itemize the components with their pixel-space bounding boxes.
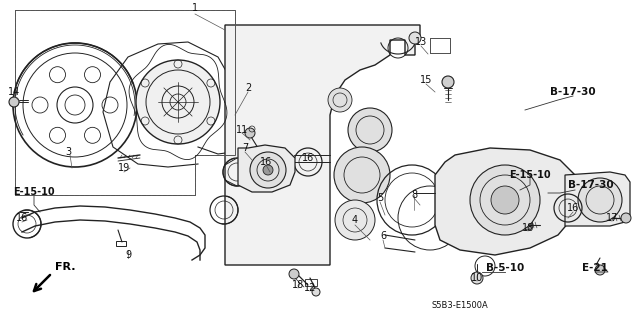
Text: 9: 9 [125,250,131,260]
Text: 15: 15 [420,75,432,85]
Text: B-17-30: B-17-30 [568,180,614,190]
Circle shape [595,265,605,275]
Text: S5B3-E1500A: S5B3-E1500A [431,300,488,309]
Circle shape [470,165,540,235]
Text: 12: 12 [304,283,316,293]
Text: 16: 16 [302,153,314,163]
Text: 2: 2 [245,83,251,93]
Text: 4: 4 [352,215,358,225]
Circle shape [9,97,19,107]
Text: 16: 16 [16,213,28,223]
Circle shape [335,200,375,240]
Text: 13: 13 [415,37,427,47]
Text: 19: 19 [118,163,130,173]
Circle shape [263,165,273,175]
Text: 8: 8 [411,190,417,200]
Text: 5: 5 [377,193,383,203]
Text: 3: 3 [65,147,71,157]
Circle shape [523,220,533,230]
Polygon shape [435,148,578,255]
Text: 7: 7 [242,143,248,153]
Circle shape [250,152,286,188]
Circle shape [312,288,320,296]
Bar [430,38,450,53]
Text: B-17-30: B-17-30 [550,87,596,97]
Text: 17: 17 [606,213,618,223]
Text: 1: 1 [192,3,198,13]
Text: 16: 16 [567,203,579,213]
Text: FR.: FR. [55,262,76,272]
Circle shape [328,88,352,112]
Circle shape [289,269,299,279]
Circle shape [621,213,631,223]
Text: 14: 14 [8,87,20,97]
Polygon shape [238,145,295,192]
Text: 18: 18 [522,223,534,233]
Text: 18: 18 [292,280,304,290]
Text: E-15-10: E-15-10 [509,170,551,180]
Circle shape [334,147,390,203]
Circle shape [348,108,392,152]
Text: E-15-10: E-15-10 [13,187,55,197]
Polygon shape [565,172,630,226]
Bar [305,279,317,286]
Polygon shape [225,25,420,265]
Circle shape [442,76,454,88]
Circle shape [409,32,421,44]
Text: 6: 6 [380,231,386,241]
Circle shape [491,186,519,214]
Text: B-5-10: B-5-10 [486,263,524,273]
Circle shape [471,272,483,284]
Circle shape [245,128,255,138]
Text: 16: 16 [260,157,272,167]
Circle shape [136,60,220,144]
Bar [116,241,126,246]
Circle shape [578,178,622,222]
Text: 11: 11 [236,125,248,135]
Bar [430,38,450,53]
Text: E-21: E-21 [582,263,608,273]
Text: 10: 10 [471,273,483,283]
